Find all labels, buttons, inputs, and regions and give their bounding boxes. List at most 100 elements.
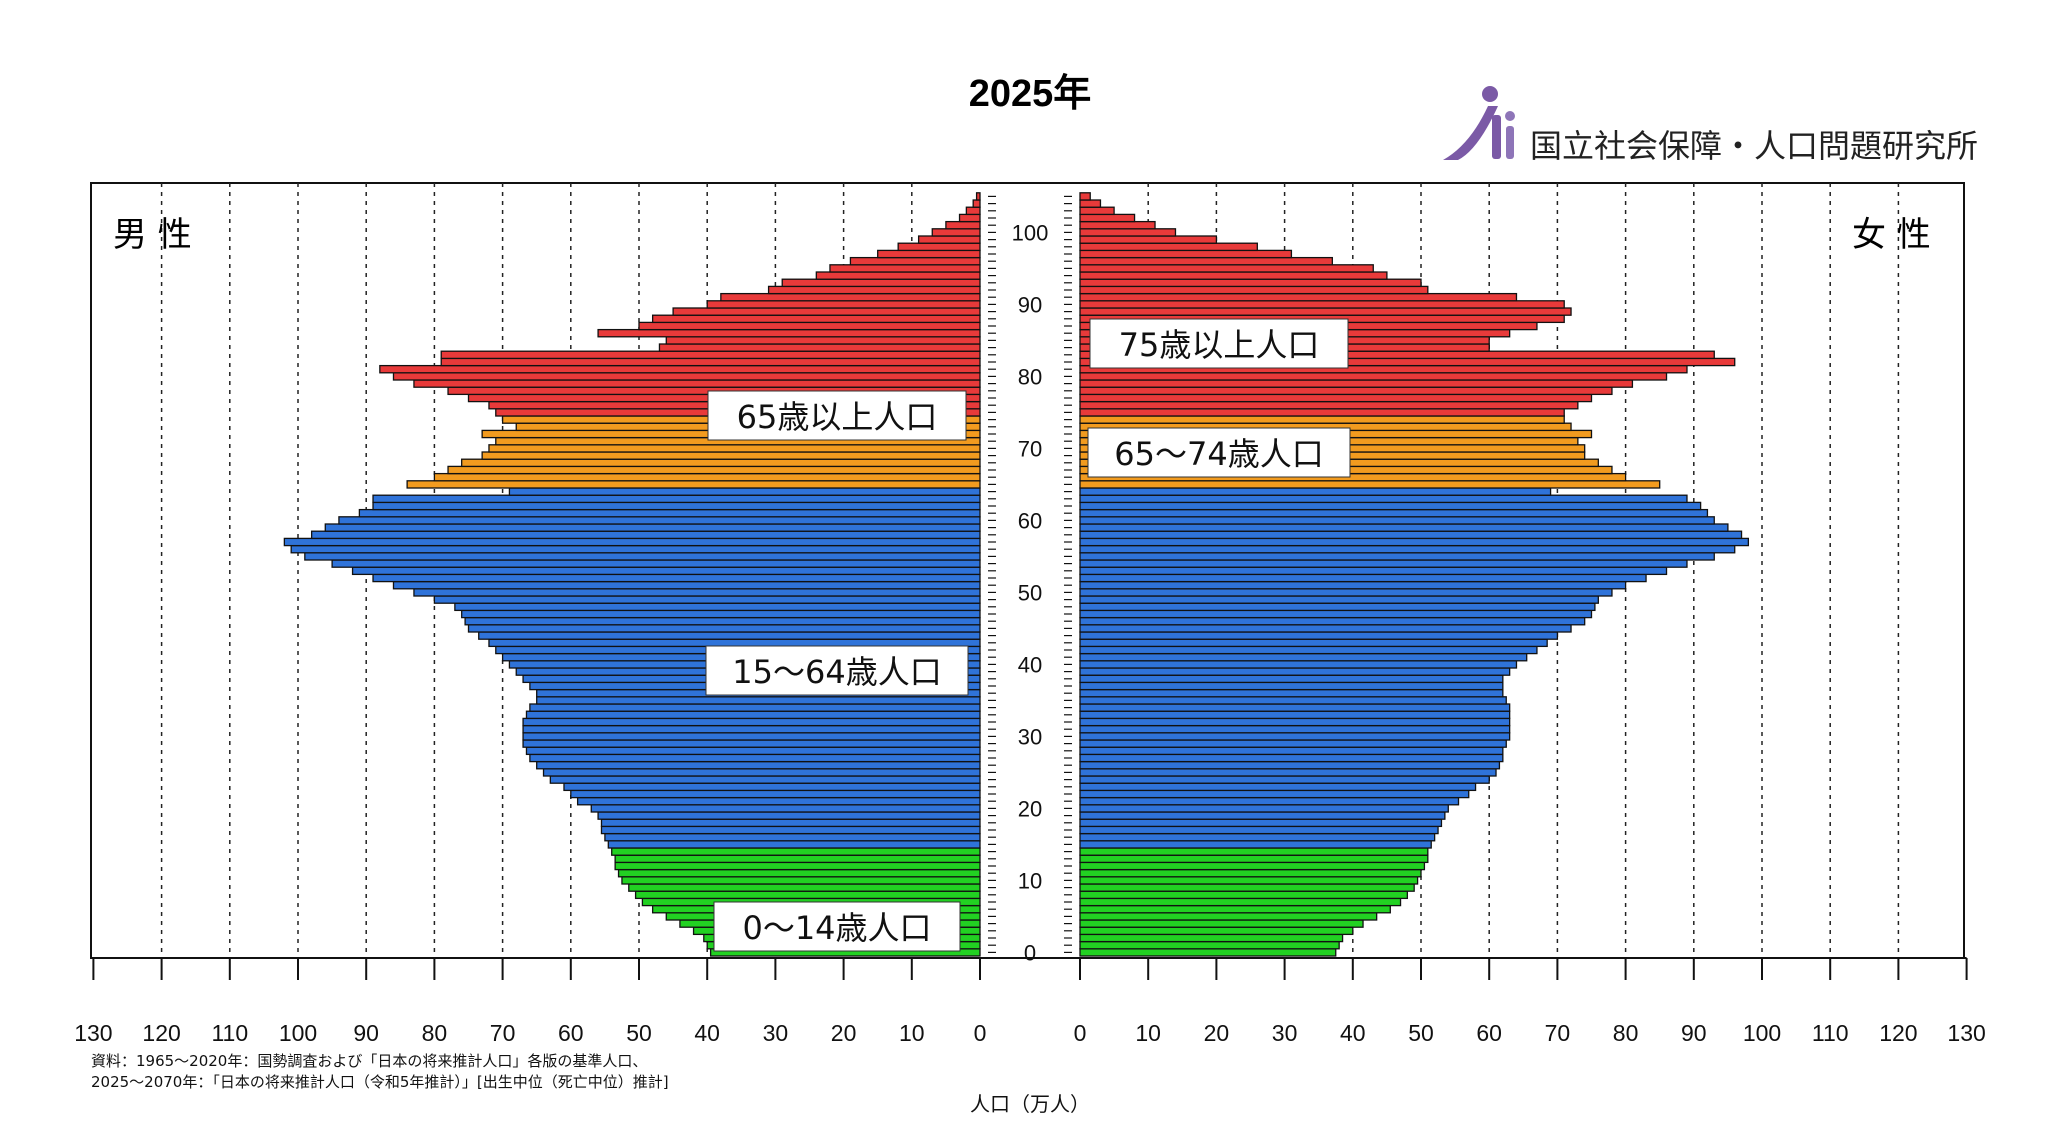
bar-male-age-48 [454,602,981,612]
bar-male-age-53 [351,566,981,576]
bar-male-age-61 [358,508,981,518]
age-label-40: 40 [1018,652,1042,677]
bar-female-age-102 [1079,213,1136,223]
bar-male-age-94 [815,271,981,280]
bar-male-age-31 [522,724,981,734]
age-label-10: 10 [1018,868,1042,893]
bar-female-age-51 [1079,580,1627,590]
bar-male-age-96 [849,256,981,266]
bar-male-age-66 [433,472,981,482]
bar-male-age-102 [958,213,981,223]
bar-male-age-55 [304,552,981,561]
logo-mark-bar2 [1506,126,1514,159]
x-tick-label-male-130: 130 [74,1020,112,1046]
bar-male-age-45 [467,624,981,633]
bar-female-age-39 [1079,667,1511,676]
label-15-64: 15〜64歳人口 [705,645,969,696]
bar-male-age-13 [614,854,981,864]
label-0-14-text: 0〜14歳人口 [742,909,931,947]
bar-female-age-5 [1079,912,1378,921]
x-tick-label-female-0: 0 [1074,1020,1087,1046]
bar-female-age-56 [1079,544,1736,554]
bar-female-age-9 [1079,883,1415,892]
bar-male-age-81 [379,364,981,374]
bar-male-age-32 [522,717,981,727]
bar-male-age-67 [447,465,981,475]
bar-male-age-29 [522,739,981,748]
x-tick-label-male-70: 70 [490,1020,516,1046]
x-tick-label-female-30: 30 [1272,1020,1298,1046]
bar-female-age-104 [1079,199,1102,208]
bar-female-age-52 [1079,573,1647,583]
bar-female-age-65 [1079,480,1661,489]
bar-male-age-18 [600,818,981,828]
x-tick-label-female-80: 80 [1613,1020,1639,1046]
x-tick-label-female-90: 90 [1681,1020,1707,1046]
bar-female-age-57 [1079,537,1750,547]
bar-female-age-20 [1079,804,1449,813]
bar-male-age-99 [917,235,981,244]
bar-female-age-60 [1079,516,1715,525]
bar-female-age-79 [1079,379,1634,388]
bar-male-age-11 [617,868,981,878]
bar-male-age-54 [331,559,981,568]
bar-female-age-17 [1079,825,1439,835]
bar-female-age-99 [1079,235,1218,244]
bar-male-age-22 [570,789,981,799]
bar-female-age-15 [1079,840,1432,849]
bar-female-age-50 [1079,588,1613,597]
bar-male-age-43 [488,638,981,648]
bar-male-age-101 [945,220,981,230]
bar-male-age-15 [607,840,981,849]
source-note-2: 2025〜2070年：「日本の将来推計人口（令和5年推計）」[出生中位（死亡中位… [91,1073,669,1091]
x-tick-label-male-30: 30 [763,1020,789,1046]
bar-male-age-58 [310,530,981,540]
bar-female-age-48 [1079,602,1596,612]
bar-female-age-64 [1079,487,1552,496]
bar-female-age-63 [1079,494,1688,504]
bar-male-age-49 [433,595,981,604]
bar-female-age-19 [1079,811,1446,820]
bar-female-age-38 [1079,674,1504,684]
bar-female-age-23 [1079,782,1477,792]
bar-male-age-30 [522,732,981,741]
logo-mark-bar1 [1492,115,1501,159]
male-label: 男 性 [113,215,192,255]
x-tick-label-female-110: 110 [1812,1020,1849,1046]
bar-male-age-35 [536,696,981,705]
bar-female-age-31 [1079,724,1511,734]
bar-male-age-100 [931,228,981,237]
bar-male-age-50 [413,588,981,597]
x-tick-label-female-20: 20 [1204,1020,1230,1046]
bar-female-age-76 [1079,400,1579,410]
x-tick-label-female-50: 50 [1408,1020,1434,1046]
bar-female-age-98 [1079,242,1258,252]
bar-male-age-80 [392,372,981,381]
bar-female-age-22 [1079,789,1470,799]
bar-female-age-59 [1079,523,1729,532]
bar-female-age-24 [1079,775,1490,784]
x-tick-label-female-70: 70 [1545,1020,1571,1046]
bar-female-age-13 [1079,854,1429,864]
bar-male-age-82 [440,357,981,367]
age-axis: 0 10 20 30 40 50 60 70 80 90 100 [988,195,1072,965]
logo-mark-dot [1482,86,1498,102]
bar-female-age-37 [1079,681,1504,691]
bar-male-age-27 [529,753,981,763]
bar-male-age-57 [283,537,981,547]
bar-female-age-91 [1079,292,1518,302]
bar-male-age-51 [392,580,981,590]
bar-male-age-59 [324,523,981,532]
age-label-20: 20 [1018,796,1042,821]
bar-male-age-16 [604,832,981,842]
bar-female-age-18 [1079,818,1443,828]
bar-male-age-9 [628,883,981,892]
bar-male-age-60 [338,516,981,525]
x-tick-label-male-20: 20 [831,1020,857,1046]
x-axes: 0 0 10 10 20 20 30 30 40 40 50 50 60 60 70 70 80 80 90 90 10… [74,957,1986,1046]
x-tick-label-male-120: 120 [142,1020,180,1046]
bar-male-age-79 [413,379,981,388]
bar-female-age-26 [1079,760,1501,770]
bar-female-age-46 [1079,616,1586,626]
